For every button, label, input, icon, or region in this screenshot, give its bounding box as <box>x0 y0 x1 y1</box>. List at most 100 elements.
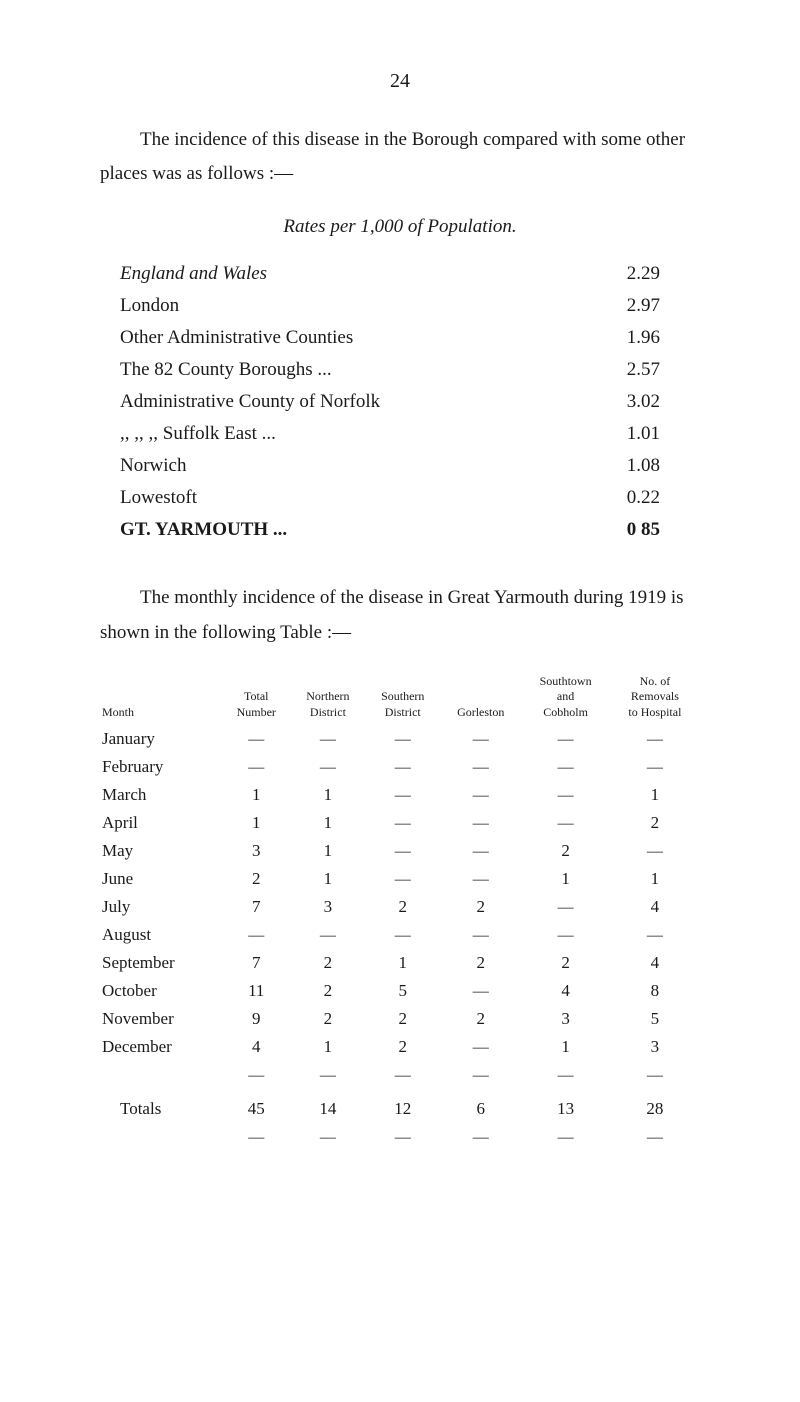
data-cell: — <box>222 921 291 949</box>
data-cell: 2 <box>521 837 610 865</box>
page-number: 24 <box>100 70 700 93</box>
data-cell: — <box>365 837 440 865</box>
month-cell: August <box>100 921 222 949</box>
data-cell: — <box>291 753 366 781</box>
divider-cell: — <box>291 1123 366 1151</box>
data-cell: — <box>440 921 521 949</box>
rates-label: ,, ,, ,, Suffolk East ... <box>100 418 520 450</box>
rates-label: Administrative County of Norfolk <box>100 386 520 418</box>
data-cell: 2 <box>440 949 521 977</box>
data-cell: — <box>365 809 440 837</box>
data-cell: — <box>222 753 291 781</box>
month-cell: September <box>100 949 222 977</box>
data-cell: 4 <box>610 893 700 921</box>
data-cell: — <box>610 725 700 753</box>
rates-row: Administrative County of Norfolk3.02 <box>100 386 700 418</box>
totals-cell: 13 <box>521 1089 610 1123</box>
rates-value: 2.29 <box>520 258 700 290</box>
rates-value: 0 85 <box>520 514 700 546</box>
divider-cell: — <box>440 1123 521 1151</box>
divider-cell <box>100 1123 222 1151</box>
rates-label: Other Administrative Counties <box>100 322 520 354</box>
month-cell: March <box>100 781 222 809</box>
data-cell: 1 <box>521 1033 610 1061</box>
data-cell: 11 <box>222 977 291 1005</box>
data-cell: 3 <box>521 1005 610 1033</box>
rates-row: London2.97 <box>100 290 700 322</box>
data-cell: — <box>521 753 610 781</box>
column-header: SouthtownandCobholm <box>521 670 610 725</box>
data-cell: — <box>440 865 521 893</box>
data-cell: — <box>365 781 440 809</box>
data-cell: 1 <box>610 781 700 809</box>
data-cell: — <box>521 809 610 837</box>
totals-row: Totals45141261328 <box>100 1089 700 1123</box>
data-cell: — <box>521 921 610 949</box>
data-cell: — <box>291 725 366 753</box>
data-cell: — <box>440 977 521 1005</box>
column-header: Month <box>100 670 222 725</box>
monthly-table: MonthTotalNumberNorthernDistrictSouthern… <box>100 670 700 1151</box>
data-cell: 4 <box>610 949 700 977</box>
data-cell: 9 <box>222 1005 291 1033</box>
data-cell: — <box>610 837 700 865</box>
data-cell: 1 <box>222 781 291 809</box>
column-header: No. ofRemovalsto Hospital <box>610 670 700 725</box>
month-cell: January <box>100 725 222 753</box>
data-cell: 2 <box>610 809 700 837</box>
data-cell: — <box>365 865 440 893</box>
data-cell: 3 <box>222 837 291 865</box>
rates-label: Norwich <box>100 450 520 482</box>
data-cell: 2 <box>440 893 521 921</box>
rates-value: 1.08 <box>520 450 700 482</box>
rates-label: Lowestoft <box>100 482 520 514</box>
data-cell: 1 <box>610 865 700 893</box>
table-row: April11———2 <box>100 809 700 837</box>
data-cell: 1 <box>291 781 366 809</box>
divider-cell: — <box>610 1061 700 1089</box>
data-cell: 1 <box>291 1033 366 1061</box>
divider-cell: — <box>440 1061 521 1089</box>
rates-row: Other Administrative Counties1.96 <box>100 322 700 354</box>
data-cell: — <box>365 725 440 753</box>
rates-row: Norwich1.08 <box>100 450 700 482</box>
column-header: NorthernDistrict <box>291 670 366 725</box>
data-cell: 2 <box>365 893 440 921</box>
monthly-intro: The monthly incidence of the disease in … <box>100 581 700 649</box>
data-cell: 2 <box>521 949 610 977</box>
month-cell: June <box>100 865 222 893</box>
table-row: February—————— <box>100 753 700 781</box>
table-row: May31——2— <box>100 837 700 865</box>
divider-cell: — <box>291 1061 366 1089</box>
rates-value: 0.22 <box>520 482 700 514</box>
totals-cell: 28 <box>610 1089 700 1123</box>
data-cell: 2 <box>365 1033 440 1061</box>
totals-cell: 45 <box>222 1089 291 1123</box>
divider-cell <box>100 1061 222 1089</box>
data-cell: 2 <box>365 1005 440 1033</box>
rates-row: England and Wales2.29 <box>100 258 700 290</box>
table-row: November922235 <box>100 1005 700 1033</box>
data-cell: 3 <box>610 1033 700 1061</box>
rates-row: GT. YARMOUTH ...0 85 <box>100 514 700 546</box>
rates-label: GT. YARMOUTH ... <box>100 514 520 546</box>
data-cell: 1 <box>291 837 366 865</box>
rates-value: 1.01 <box>520 418 700 450</box>
data-cell: — <box>222 725 291 753</box>
table-row: January—————— <box>100 725 700 753</box>
data-cell: 7 <box>222 893 291 921</box>
data-cell: — <box>610 753 700 781</box>
month-cell: November <box>100 1005 222 1033</box>
column-header: Gorleston <box>440 670 521 725</box>
month-cell: July <box>100 893 222 921</box>
month-cell: May <box>100 837 222 865</box>
data-cell: 2 <box>291 1005 366 1033</box>
data-cell: 4 <box>521 977 610 1005</box>
divider-cell: — <box>365 1061 440 1089</box>
data-cell: — <box>365 921 440 949</box>
month-cell: December <box>100 1033 222 1061</box>
data-cell: — <box>440 837 521 865</box>
data-cell: — <box>521 781 610 809</box>
divider-cell: — <box>365 1123 440 1151</box>
data-cell: 1 <box>365 949 440 977</box>
